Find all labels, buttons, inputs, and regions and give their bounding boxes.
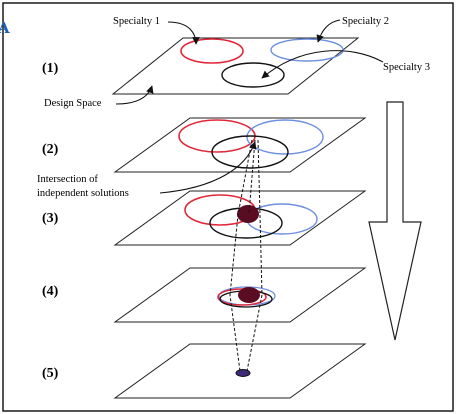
step-label-1: (1) bbox=[42, 61, 59, 76]
design-space-plane bbox=[113, 117, 367, 173]
final-solution-point bbox=[235, 369, 251, 377]
callout-arrow-intersection bbox=[159, 141, 257, 194]
step-label-5: (5) bbox=[42, 366, 59, 381]
label-design-space: Design Space bbox=[44, 98, 102, 109]
corner-mark: A bbox=[0, 19, 10, 37]
progression-arrow bbox=[368, 101, 422, 341]
callout-arrow-specialty-1 bbox=[167, 21, 200, 45]
specialty-3-region bbox=[211, 135, 289, 169]
label-specialty-2: Specialty 2 bbox=[342, 16, 389, 27]
step-label-3: (3) bbox=[42, 211, 59, 226]
specialty-1-region bbox=[180, 38, 244, 64]
funnel-left-edge bbox=[229, 139, 253, 372]
solution-intersection-region bbox=[238, 287, 260, 303]
specialty-3-region bbox=[221, 62, 285, 88]
convergence-funnel bbox=[229, 139, 263, 372]
plane-5 bbox=[113, 343, 367, 399]
design-space-plane bbox=[111, 37, 360, 95]
funnel-center-line bbox=[248, 139, 256, 215]
label-intersection-line-2: independent solutions bbox=[37, 188, 129, 199]
specialty-2-region bbox=[246, 119, 324, 155]
plane-3 bbox=[113, 190, 367, 246]
label-specialty-1: Specialty 1 bbox=[113, 16, 160, 27]
callout-arrow-specialty-3 bbox=[261, 50, 384, 79]
step-label-4: (4) bbox=[42, 284, 59, 299]
solution-intersection-region bbox=[237, 205, 259, 223]
callout-arrow-specialty-2 bbox=[316, 19, 341, 43]
funnel-right-edge bbox=[246, 139, 263, 372]
plane-4 bbox=[113, 267, 367, 323]
step-label-2: (2) bbox=[42, 142, 59, 157]
callout-arrow-design-space bbox=[115, 85, 154, 105]
plane-2 bbox=[113, 117, 367, 173]
label-intersection-line-1: Intersection of bbox=[37, 174, 98, 185]
label-specialty-3: Specialty 3 bbox=[383, 62, 430, 73]
specialty-2-region bbox=[270, 38, 344, 62]
plane-1 bbox=[111, 37, 360, 95]
